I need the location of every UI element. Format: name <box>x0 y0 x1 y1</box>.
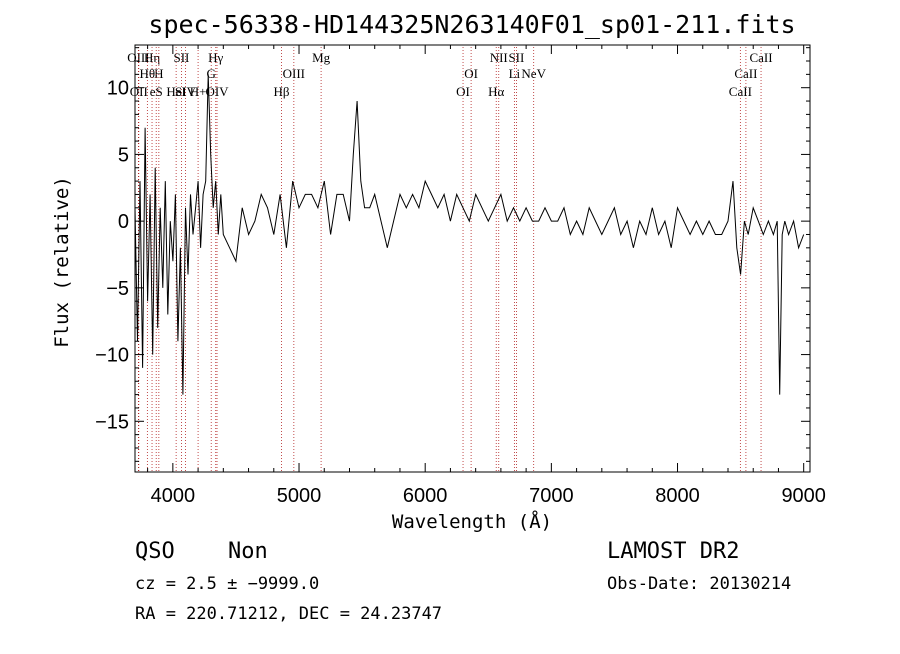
line-marker-label: SII <box>508 50 524 65</box>
spectrum-line <box>134 74 805 395</box>
line-marker-label: Li <box>509 66 521 81</box>
line-marker-label: G <box>207 66 216 81</box>
x-tick-label: 9000 <box>781 485 826 507</box>
line-marker-label: OI <box>464 66 478 81</box>
y-tick-label: −10 <box>95 345 129 367</box>
y-tick-label: 0 <box>118 211 129 233</box>
line-marker-label: OI <box>456 84 470 99</box>
plot-frame <box>134 44 811 473</box>
line-marker-label: OIV <box>205 84 229 99</box>
line-marker-label: Hβ <box>273 84 289 99</box>
line-marker-label: H <box>154 66 163 81</box>
x-axis-label: Wavelength (Å) <box>392 510 552 533</box>
x-tick-label: 5000 <box>277 485 322 507</box>
axis-tick-layer: 4000 5000 6000 7000 8000 9000 10 5 0 −5 −10 −15 <box>95 45 826 507</box>
y-tick-label: 5 <box>118 144 129 166</box>
line-marker-label: HeI <box>166 84 186 99</box>
line-marker-label: Mg <box>312 50 331 65</box>
line-marker-label: OIII <box>127 50 149 65</box>
x-tick-label: 7000 <box>529 485 574 507</box>
y-axis-label: Flux (relative) <box>51 176 73 348</box>
observation-date: Obs-Date: 20130214 <box>607 574 791 594</box>
line-marker-label: eS <box>150 84 163 99</box>
line-marker-label: CaII <box>734 66 757 81</box>
y-tick-label: −5 <box>106 278 129 300</box>
line-marker-label: OIII <box>283 66 305 81</box>
x-tick-label: 4000 <box>151 485 196 507</box>
line-marker-label: CaII <box>749 50 772 65</box>
line-marker-label: Hγ <box>208 50 223 65</box>
line-marker-label: SIV <box>175 84 197 99</box>
survey-name: LAMOST DR2 <box>607 539 739 564</box>
y-tick-label: 10 <box>107 78 129 100</box>
line-marker-label: NII <box>490 50 508 65</box>
object-class: QSO <box>135 539 175 564</box>
redshift-info: cz = 2.5 ± −9999.0 <box>135 574 319 594</box>
chart-title: spec-56338-HD144325N263140F01_sp01-211.f… <box>148 10 795 39</box>
object-subclass: Non <box>228 539 268 564</box>
line-marker-label: CaII <box>729 84 752 99</box>
line-marker-label: Hη <box>144 50 160 65</box>
line-marker-label: OII <box>130 84 148 99</box>
x-tick-label: 8000 <box>655 485 700 507</box>
series-layer <box>134 74 805 395</box>
line-marker-label: H+ <box>190 84 207 99</box>
line-marker-label: Hθ <box>140 66 156 81</box>
line-marker-label: NeV <box>521 66 546 81</box>
line-marker-label: Hα <box>488 84 504 99</box>
x-tick-label: 6000 <box>403 485 448 507</box>
coordinates-info: RA = 220.71212, DEC = 24.23747 <box>135 604 442 624</box>
y-tick-label: −15 <box>95 411 129 433</box>
